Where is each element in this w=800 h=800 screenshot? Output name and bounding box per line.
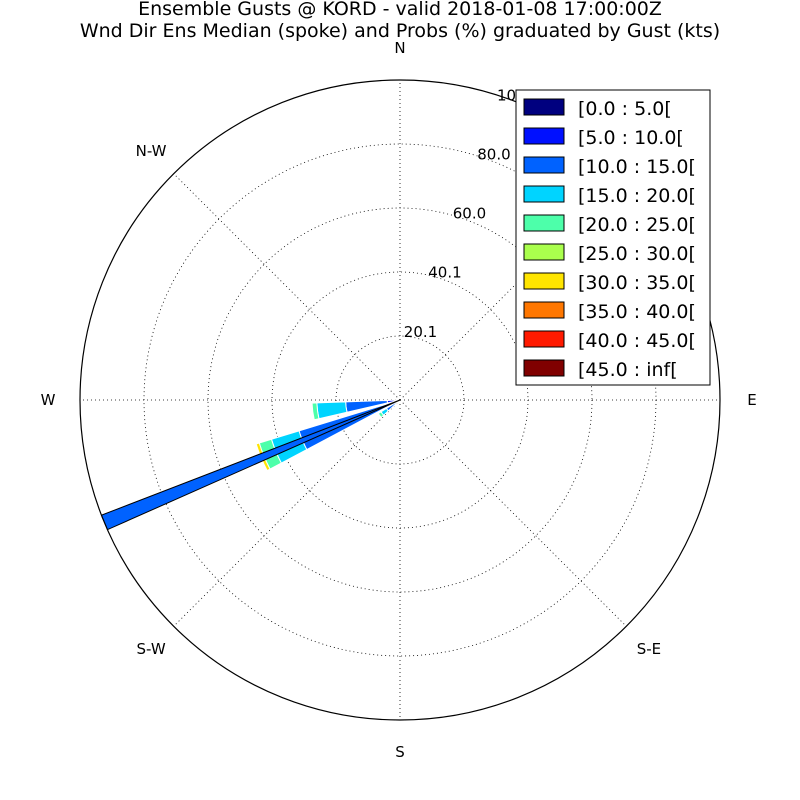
legend-swatch — [523, 156, 565, 174]
grid-spoke — [399, 173, 627, 401]
legend-label: [30.0 : 35.0[ — [578, 272, 696, 294]
legend-label: [10.0 : 15.0[ — [578, 156, 696, 178]
chart-title: Ensemble Gusts @ KORD - valid 2018-01-08… — [138, 0, 662, 20]
radial-tick-label: 60.0 — [453, 205, 486, 223]
legend-label: [40.0 : 45.0[ — [578, 330, 696, 352]
direction-label: W — [41, 391, 56, 409]
direction-label: S — [395, 743, 405, 761]
petal-segment — [377, 411, 385, 419]
grid-spoke — [399, 399, 627, 627]
legend-swatch — [523, 127, 565, 145]
polar-frame — [79, 79, 721, 721]
direction-label: N — [394, 39, 405, 57]
grid-spoke — [173, 173, 401, 401]
median-spoke — [100, 399, 401, 531]
legend-label: [25.0 : 30.0[ — [578, 243, 696, 265]
legend-swatch — [523, 301, 565, 319]
direction-label: E — [747, 391, 756, 409]
legend-label: [20.0 : 25.0[ — [578, 214, 696, 236]
grid-spoke — [173, 399, 401, 627]
polar-grid — [80, 80, 720, 720]
petal-segment — [316, 401, 348, 420]
legend: [0.0 : 5.0[ [5.0 : 10.0[ [10.0 : 15.0[ [15.… — [515, 89, 711, 386]
legend-swatch — [523, 359, 565, 377]
legend-swatch — [523, 272, 565, 290]
legend-label: [45.0 : inf[ — [578, 359, 678, 381]
radial-tick-label: 20.1 — [404, 323, 437, 341]
legend-swatch — [523, 243, 565, 261]
legend-swatch — [523, 214, 565, 232]
legend-label: [35.0 : 40.0[ — [578, 301, 696, 323]
chart-subtitle: Wnd Dir Ens Median (spoke) and Probs (%)… — [80, 20, 720, 42]
radial-tick-label: 80.0 — [477, 145, 510, 163]
legend-label: [15.0 : 20.0[ — [578, 185, 696, 207]
radial-tick-label: 40.1 — [428, 264, 461, 282]
direction-label: S-E — [637, 640, 661, 658]
legend-label: [0.0 : 5.0[ — [578, 98, 672, 120]
wind-petals — [100, 399, 401, 531]
petal-segment — [311, 402, 320, 421]
direction-label: S-W — [137, 640, 166, 658]
direction-label: N-W — [136, 142, 167, 160]
legend-swatch — [523, 98, 565, 116]
legend-label: [5.0 : 10.0[ — [578, 127, 684, 149]
legend-swatch — [523, 185, 565, 203]
legend-swatch — [523, 330, 565, 348]
